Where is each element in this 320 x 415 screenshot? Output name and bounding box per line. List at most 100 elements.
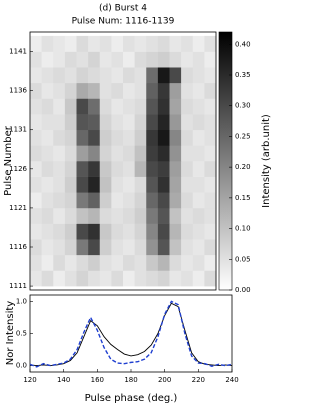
heatmap-cell bbox=[204, 82, 217, 99]
heatmap-cell bbox=[146, 161, 159, 177]
heatmap-cell bbox=[76, 35, 89, 52]
heatmap-cell bbox=[88, 82, 101, 99]
heatmap-cell bbox=[64, 114, 77, 131]
heatmap-cell bbox=[76, 176, 89, 193]
heatmap-cell bbox=[123, 161, 135, 177]
heatmap-cell bbox=[157, 270, 170, 287]
heatmap-cell bbox=[111, 207, 124, 224]
heatmap-cell bbox=[76, 67, 89, 84]
heatmap-cell bbox=[64, 270, 77, 287]
heatmap-cell bbox=[111, 82, 124, 99]
figure: (d) Burst 4 Pulse Num: 1116-1139 Pulse N… bbox=[3, 3, 272, 404]
heatmap-cell bbox=[146, 207, 159, 224]
heatmap-cell bbox=[181, 270, 194, 287]
heatmap-cell bbox=[30, 67, 42, 84]
heatmap-cell bbox=[192, 145, 205, 162]
heatmap-cell bbox=[76, 51, 89, 68]
heatmap-cell bbox=[181, 129, 194, 146]
heatmap-cell bbox=[41, 145, 54, 162]
heatmap-cell bbox=[30, 129, 42, 146]
heatmap-cell bbox=[169, 176, 182, 193]
heatmap-cell bbox=[192, 207, 205, 224]
y-tick-label: 1126 bbox=[9, 165, 27, 173]
heatmap-cell bbox=[204, 239, 217, 256]
heatmap-cell bbox=[30, 51, 42, 68]
colorbar-tick-label: 0.30 bbox=[235, 102, 251, 110]
heatmap-cell bbox=[76, 82, 89, 99]
heatmap-cell bbox=[123, 239, 135, 256]
heatmap-cell bbox=[134, 67, 147, 84]
heatmap-cell bbox=[64, 82, 77, 99]
heatmap-cell bbox=[64, 98, 77, 115]
heatmap-cell bbox=[192, 114, 205, 131]
heatmap-cell bbox=[88, 270, 101, 287]
heatmap-cell bbox=[146, 192, 159, 209]
heatmap-cell bbox=[134, 145, 147, 162]
heatmap-cell bbox=[192, 254, 205, 271]
heatmap-cell bbox=[204, 254, 217, 271]
heatmap-cell bbox=[88, 114, 101, 131]
heatmap-cell bbox=[181, 35, 194, 52]
heatmap-cell bbox=[88, 161, 101, 177]
x-tick-label: 180 bbox=[124, 376, 137, 384]
heatmap-cell bbox=[53, 67, 66, 84]
heatmap-cell bbox=[111, 192, 124, 209]
heatmap-cell bbox=[181, 82, 194, 99]
colorbar-tick-label: 0.10 bbox=[235, 225, 251, 233]
x-tick-label: 120 bbox=[23, 376, 36, 384]
heatmap-cell bbox=[146, 51, 159, 68]
heatmap-cell bbox=[181, 176, 194, 193]
heatmap-cell bbox=[181, 98, 194, 115]
heatmap-cell bbox=[169, 161, 182, 177]
heatmap-cell bbox=[64, 239, 77, 256]
heatmap-cell bbox=[88, 223, 101, 240]
colorbar-tick-label: 0.40 bbox=[235, 40, 251, 48]
heatmap-cell bbox=[99, 207, 112, 224]
heatmap-cell bbox=[99, 129, 112, 146]
heatmap-cell bbox=[111, 67, 124, 84]
x-tick-label: 160 bbox=[91, 376, 104, 384]
heatmap-cell bbox=[53, 129, 66, 146]
heatmap-cell bbox=[157, 129, 170, 146]
heatmap-cell bbox=[146, 35, 159, 52]
heatmap-cell bbox=[169, 82, 182, 99]
heatmap-cell bbox=[99, 239, 112, 256]
x-tick-label: 140 bbox=[57, 376, 70, 384]
heatmap-cell bbox=[41, 51, 54, 68]
heatmap-cell bbox=[30, 192, 42, 209]
heatmap-cell bbox=[99, 98, 112, 115]
plot-frame bbox=[29, 31, 217, 291]
heatmap-cell bbox=[123, 176, 135, 193]
x-axis-label: Pulse phase (deg.) bbox=[85, 393, 178, 404]
heatmap-cell bbox=[146, 223, 159, 240]
heatmap-cell bbox=[157, 254, 170, 271]
heatmap-cell bbox=[30, 98, 42, 115]
heatmap-cell bbox=[41, 207, 54, 224]
heatmap-cell bbox=[134, 98, 147, 115]
heatmap-cell bbox=[111, 254, 124, 271]
heatmap-cell bbox=[204, 176, 217, 193]
heatmap-cell bbox=[169, 35, 182, 52]
heatmap-cell bbox=[64, 223, 77, 240]
heatmap-cell bbox=[169, 270, 182, 287]
heatmap-cell bbox=[134, 223, 147, 240]
heatmap-cell bbox=[53, 192, 66, 209]
heatmap-cell bbox=[192, 51, 205, 68]
heatmap-cell bbox=[111, 270, 124, 287]
heatmap-cell bbox=[111, 223, 124, 240]
heatmap-cell bbox=[169, 129, 182, 146]
heatmap-cell bbox=[157, 98, 170, 115]
heatmap-cell bbox=[146, 145, 159, 162]
heatmap-cell bbox=[111, 114, 124, 131]
heatmap-cell bbox=[157, 82, 170, 99]
heatmap-cell bbox=[134, 192, 147, 209]
colorbar-label: Intensity (arb.unit) bbox=[261, 114, 272, 208]
heatmap-cell bbox=[192, 129, 205, 146]
heatmap-cell bbox=[41, 129, 54, 146]
y-tick-label: 1141 bbox=[9, 48, 27, 56]
y-axis-label: Nor Intensity bbox=[5, 301, 16, 365]
heatmap-cell bbox=[204, 51, 217, 68]
heatmap-cell bbox=[169, 98, 182, 115]
heatmap-cell bbox=[99, 223, 112, 240]
heatmap-cell bbox=[192, 35, 205, 52]
